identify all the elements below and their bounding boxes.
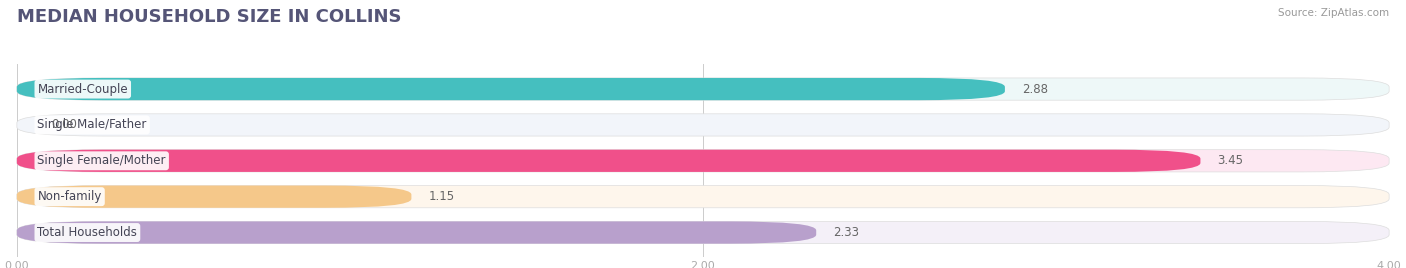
Text: 1.15: 1.15 bbox=[429, 190, 454, 203]
Text: 2.88: 2.88 bbox=[1022, 83, 1047, 96]
Text: Married-Couple: Married-Couple bbox=[38, 83, 128, 96]
FancyBboxPatch shape bbox=[17, 114, 1389, 136]
FancyBboxPatch shape bbox=[17, 78, 1389, 100]
FancyBboxPatch shape bbox=[17, 78, 1005, 100]
Text: Single Female/Mother: Single Female/Mother bbox=[38, 154, 166, 167]
FancyBboxPatch shape bbox=[17, 185, 1389, 208]
Text: Single Male/Father: Single Male/Father bbox=[38, 118, 146, 131]
Text: 3.45: 3.45 bbox=[1218, 154, 1243, 167]
Text: MEDIAN HOUSEHOLD SIZE IN COLLINS: MEDIAN HOUSEHOLD SIZE IN COLLINS bbox=[17, 8, 401, 26]
FancyBboxPatch shape bbox=[17, 221, 817, 244]
FancyBboxPatch shape bbox=[17, 221, 1389, 244]
Text: 2.33: 2.33 bbox=[834, 226, 859, 239]
Text: 0.00: 0.00 bbox=[51, 118, 77, 131]
FancyBboxPatch shape bbox=[17, 150, 1389, 172]
Text: Source: ZipAtlas.com: Source: ZipAtlas.com bbox=[1278, 8, 1389, 18]
Text: Non-family: Non-family bbox=[38, 190, 101, 203]
Text: Total Households: Total Households bbox=[38, 226, 138, 239]
FancyBboxPatch shape bbox=[17, 185, 412, 208]
FancyBboxPatch shape bbox=[17, 150, 1201, 172]
